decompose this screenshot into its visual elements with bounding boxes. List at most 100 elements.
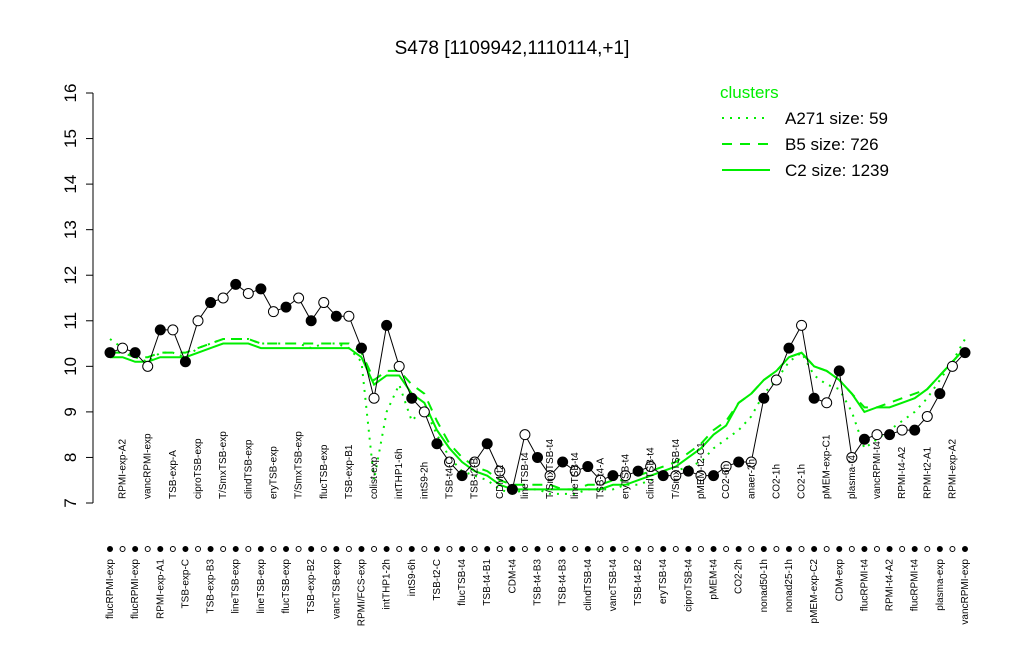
rug-dot (295, 546, 302, 552)
data-point (770, 374, 782, 386)
data-point (833, 365, 845, 377)
rug-dot (685, 546, 692, 552)
rug-dot (496, 546, 503, 552)
x-tick-label: lineTSB-t4 (520, 452, 531, 499)
data-point (946, 360, 958, 372)
rug-dot (484, 546, 491, 552)
data-point (167, 324, 179, 336)
data-point (494, 465, 506, 477)
data-point (393, 360, 405, 372)
rug-dot (597, 546, 604, 552)
rug-dot (886, 546, 893, 552)
data-point (959, 347, 971, 359)
x-tick-label: TSB-t4-A (595, 458, 606, 499)
data-point (192, 315, 204, 327)
data-point (129, 347, 141, 359)
x-tick-label: CO2-1h (797, 464, 808, 499)
data-point (557, 456, 569, 468)
data-point (670, 470, 682, 482)
rug-dot (283, 546, 290, 552)
rug-dot (358, 546, 365, 552)
data-point (318, 297, 330, 309)
x-tick-label: flucRPMI-t4 (910, 559, 921, 612)
x-tick-label: pMEM-t4 (709, 559, 720, 600)
x-tick-label: T/SmxTSB-t4 (545, 439, 556, 499)
data-point (469, 456, 481, 468)
x-tick-label: T/SmxTSB-exp (218, 431, 229, 499)
rug-dot (836, 546, 843, 552)
rug-dot (396, 546, 403, 552)
data-point (330, 310, 342, 322)
x-tick-label: flucRPMI-exp (130, 559, 141, 619)
rug-dot (345, 546, 352, 552)
rug-dot (257, 546, 264, 552)
data-point (506, 483, 518, 495)
data-point (456, 470, 468, 482)
data-point (431, 438, 443, 450)
rug-dot (169, 546, 176, 552)
x-tick-label: lineTSB-exp (256, 559, 267, 614)
data-point (708, 470, 720, 482)
x-tick-label: CO2-6h (721, 464, 732, 499)
data-point (519, 429, 531, 441)
rug-dot (660, 546, 667, 552)
data-point (217, 292, 229, 304)
cluster-line (110, 338, 966, 491)
data-point (745, 456, 757, 468)
x-tick-label: vancTSB-exp (331, 559, 342, 619)
rug-dot (760, 546, 767, 552)
data-point (884, 429, 896, 441)
data-point (179, 356, 191, 368)
data-point (783, 342, 795, 354)
x-tick-label: TSB-t2-B (470, 458, 481, 499)
legend-label: B5 size: 726 (785, 135, 879, 154)
rug-dot (270, 546, 277, 552)
rug-dot (798, 546, 805, 552)
x-tick-label: anaer-2h (746, 459, 757, 499)
rug-dot (232, 546, 239, 552)
rug-dot (635, 546, 642, 552)
y-tick-label: 7 (61, 498, 80, 507)
rug-dot (710, 546, 717, 552)
x-tick-label: vancRPMI-t4 (872, 441, 883, 499)
rug-dot (182, 546, 189, 552)
data-point (934, 388, 946, 400)
cluster-line (109, 338, 966, 495)
chart-title: S478 [1109942,1110114,+1] (395, 38, 630, 59)
x-tick-label: CDM-t2 (495, 464, 506, 499)
x-tick-label: vancRPMI-exp (960, 559, 971, 625)
x-tick-label: intS9-6h (407, 559, 418, 596)
rug-dot (584, 546, 591, 552)
y-tick-label: 12 (61, 266, 80, 285)
data-point (632, 465, 644, 477)
x-tick-label: colist-exp (369, 456, 380, 499)
x-tick-label: plasma-t4 (847, 455, 858, 499)
x-tick-label: flucRPMI-t4 (859, 559, 870, 612)
rug-dot (547, 546, 554, 552)
rug-dot (207, 546, 214, 552)
data-point (821, 397, 833, 409)
rug-dot (936, 546, 943, 552)
rug-dot (899, 546, 906, 552)
data-point (796, 319, 808, 331)
x-tick-label: RPMI-exp-A2 (947, 439, 958, 499)
x-tick-label: nonad25-1h (784, 559, 795, 612)
rug-dot (697, 546, 704, 552)
x-tick-label: clindTSB-exp (243, 439, 254, 499)
x-tick-label: flucTSB-t4 (457, 559, 468, 606)
rug-dot (471, 546, 478, 552)
data-point (896, 424, 908, 436)
data-point (267, 306, 279, 318)
rug-dot (144, 546, 151, 552)
rug-dot (459, 546, 466, 552)
rug-dot (433, 546, 440, 552)
data-point (921, 410, 933, 422)
rug-dot (811, 546, 818, 552)
rug-dot (446, 546, 453, 552)
data-point (418, 406, 430, 418)
y-tick-label: 13 (61, 220, 80, 239)
rug-dot (873, 546, 880, 552)
x-tick-label: TSB-t4-B3 (533, 559, 544, 606)
data-point (242, 287, 254, 299)
rug-dot (107, 546, 113, 552)
